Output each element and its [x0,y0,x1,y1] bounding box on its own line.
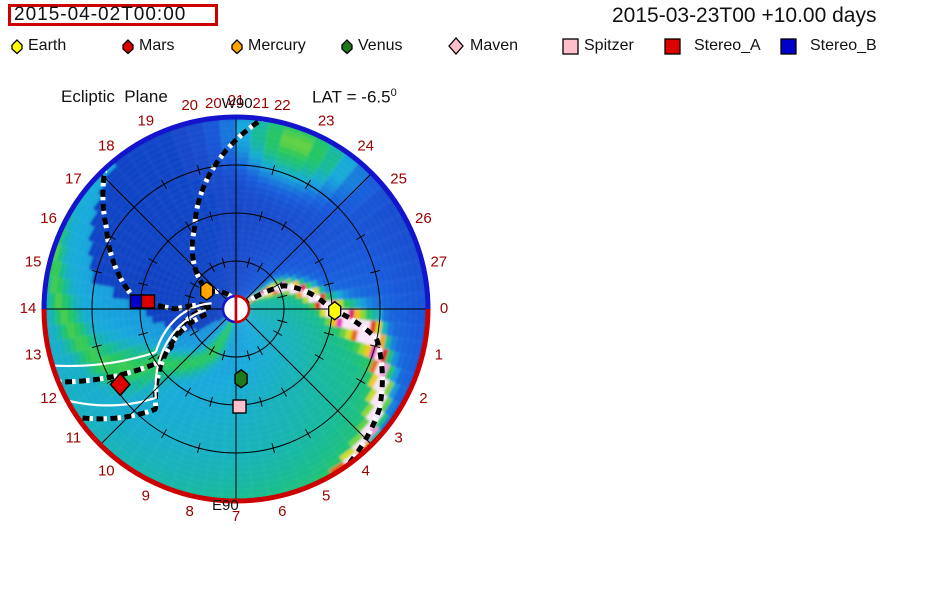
svg-text:1: 1 [435,346,443,363]
svg-text:8: 8 [186,503,194,520]
svg-text:5: 5 [322,487,330,504]
svg-text:26: 26 [415,210,432,227]
svg-text:4: 4 [362,463,370,480]
svg-text:17: 17 [65,170,82,187]
svg-text:11: 11 [66,430,82,447]
svg-text:19: 19 [137,113,154,130]
svg-text:3: 3 [394,430,402,447]
svg-text:23: 23 [318,113,335,130]
svg-text:15: 15 [25,254,42,271]
svg-text:10: 10 [98,463,115,480]
svg-text:20: 20 [181,97,198,114]
svg-text:14: 14 [20,300,37,317]
svg-text:18: 18 [98,137,115,154]
svg-text:22: 22 [274,97,291,114]
svg-text:16: 16 [40,210,57,227]
svg-text:12: 12 [40,390,57,407]
svg-text:13: 13 [25,346,42,363]
svg-text:6: 6 [278,503,286,520]
svg-text:9: 9 [142,487,150,504]
svg-text:24: 24 [357,137,374,154]
svg-text:25: 25 [390,170,407,187]
svg-text:0: 0 [440,300,448,317]
svg-text:2: 2 [419,390,427,407]
svg-text:27: 27 [430,254,447,271]
